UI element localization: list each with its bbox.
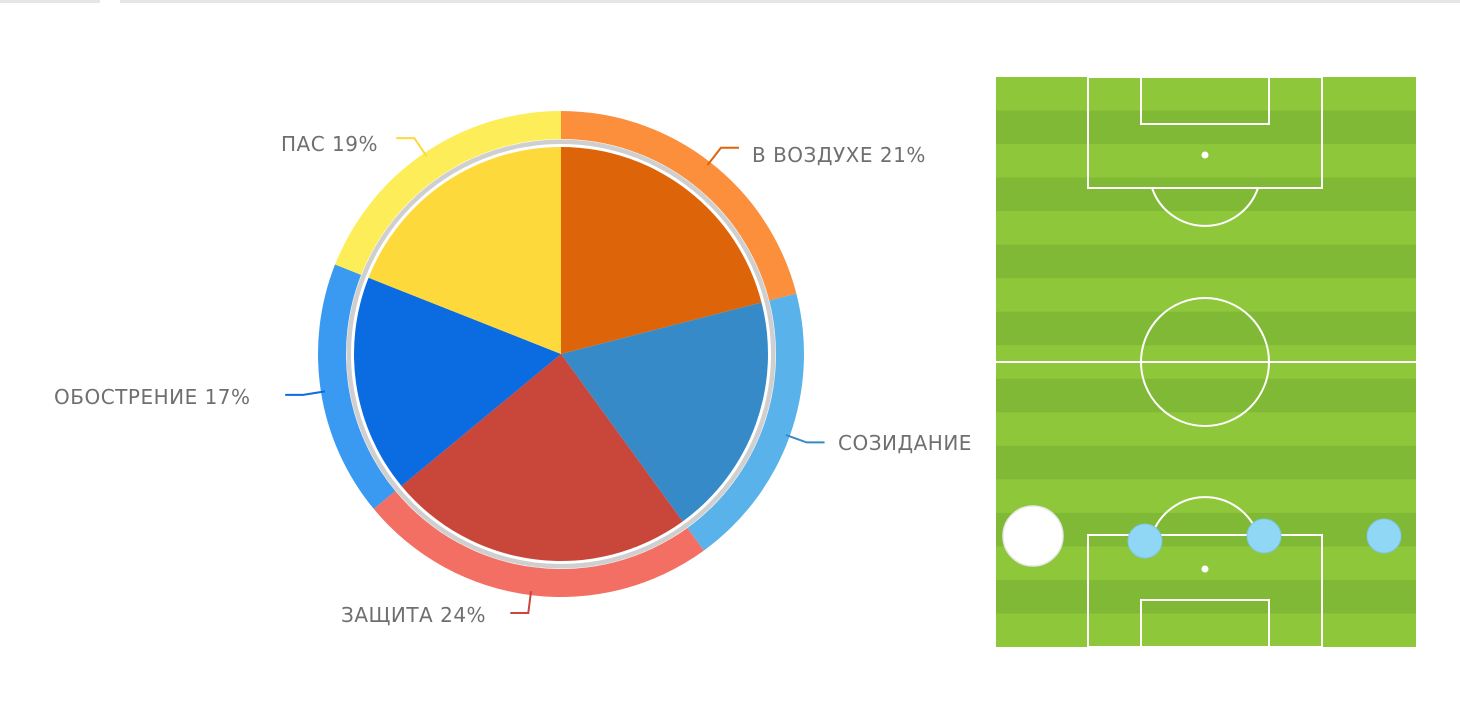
football-pitch [996,77,1416,647]
pie-slices [353,147,768,561]
bottom-penalty-arc [1151,496,1259,536]
pie-slice-defense[interactable] [401,354,683,561]
grass-stripe [996,244,1416,279]
grass-stripe [996,579,1416,614]
ring-segment-defense [373,491,704,597]
top-divider-left [0,0,100,3]
center-circle [1140,297,1270,427]
label-defense: ЗАЩИТА 24% [341,603,486,627]
pie-inner-separator [346,139,776,569]
grass-stripe [996,278,1416,313]
top-divider [0,0,1460,4]
leader-line-air [706,146,739,166]
grass-stripe [996,445,1416,480]
leader-line-defense [510,590,533,614]
ring-segment-creation [687,293,804,551]
top-penalty-area [1087,77,1323,189]
label-air: В ВОЗДУХЕ 21% [752,143,926,167]
pitch-markings [996,77,1416,647]
ring-segment-pass [335,111,561,275]
ring-segment-air [561,111,797,301]
bottom-penalty-spot [1201,565,1209,573]
pie-leader-lines [285,137,825,614]
top-goal-area [1140,77,1270,125]
leader-line-pass [396,137,428,157]
grass-stripe [996,512,1416,547]
pie-slice-pass[interactable] [368,147,561,354]
large-white-marker[interactable] [1002,505,1064,567]
grass-stripe [996,77,1416,112]
player-dot[interactable] [1246,518,1282,554]
leader-line-attack [285,390,326,396]
grass-stripe [996,110,1416,145]
label-pass: ПАС 19% [281,132,378,156]
top-penalty-arc [1151,187,1259,227]
top-penalty-spot [1201,151,1209,159]
grass-stripe [996,177,1416,212]
grass-stripe [996,412,1416,447]
grass-stripe [996,546,1416,581]
pie-inner-separator-highlight [351,144,771,564]
bottom-penalty-area [1087,534,1323,647]
bottom-goal-area [1140,599,1270,647]
grass-stripe [996,144,1416,179]
pie-slice-creation[interactable] [561,302,768,522]
pie-slice-air[interactable] [561,147,762,354]
grass-stripe [996,311,1416,346]
ring-segment-attack [318,264,396,509]
label-creation: СОЗИДАНИЕ [838,431,972,455]
grass-stripe [996,378,1416,413]
label-attack: ОБОСТРЕНИЕ 17% [54,385,251,409]
grass-stripe [996,613,1416,647]
player-dot[interactable] [1127,523,1163,559]
pie-outer-ring [318,111,804,597]
grass-stripe [996,211,1416,246]
player-dot[interactable] [1366,518,1402,554]
pie-chart: В ВОЗДУХЕ 21% СОЗИДАНИЕ ЗАЩИТА 24% ОБОСТ… [54,111,972,627]
top-divider-right [120,0,1460,3]
pie-slice-attack[interactable] [353,277,561,486]
leader-line-creation [785,434,825,444]
